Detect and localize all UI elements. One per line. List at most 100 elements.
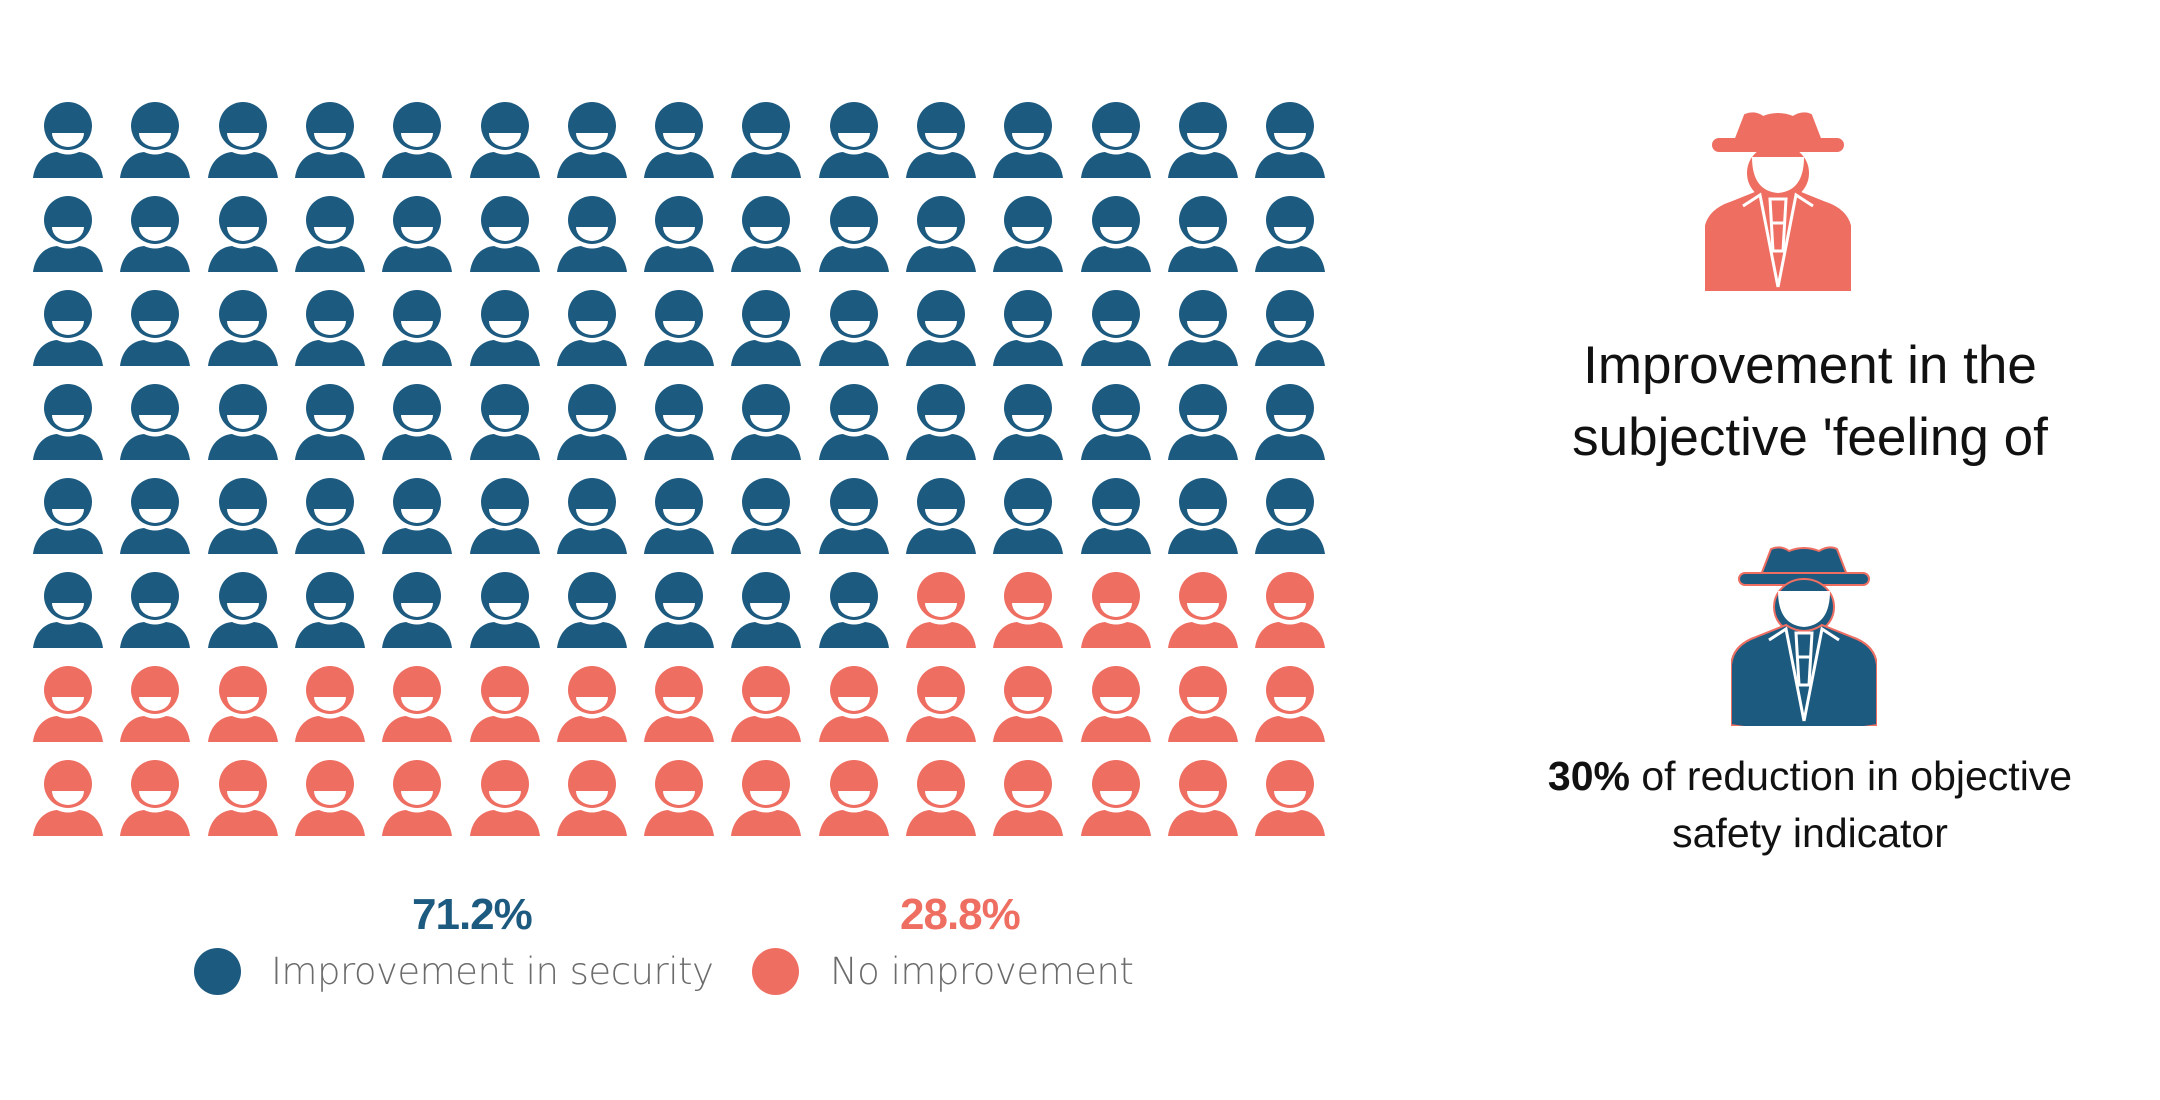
person-icon-improvement <box>1167 290 1238 366</box>
person-icon-no-improvement <box>906 760 976 836</box>
person-icon-improvement <box>731 572 802 648</box>
person-icon-no-improvement <box>1080 760 1151 836</box>
person-icon-improvement <box>469 196 540 272</box>
person-icon-improvement <box>469 102 540 178</box>
person-icon-improvement <box>731 384 802 460</box>
person-icon-no-improvement <box>1080 572 1151 648</box>
person-icon-improvement <box>382 384 453 460</box>
person-icon-improvement <box>207 384 278 460</box>
person-icon-no-improvement <box>382 760 453 836</box>
person-icon-improvement <box>1255 478 1326 554</box>
person-icon-improvement <box>294 196 365 272</box>
person-icon-improvement <box>1255 102 1326 178</box>
person-icon-no-improvement <box>1255 572 1326 648</box>
person-icon-improvement <box>644 102 715 178</box>
person-icon-no-improvement <box>644 760 715 836</box>
caption-text: of reduction in objective <box>1629 753 2073 799</box>
person-icon-improvement <box>294 290 365 366</box>
objective-safety-caption: 30% of reduction in objective safety ind… <box>1480 748 2140 862</box>
legend-dot-improvement <box>194 948 241 995</box>
person-icon-improvement <box>993 384 1064 460</box>
person-icon-improvement <box>120 290 191 366</box>
person-icon-improvement <box>1080 290 1151 366</box>
person-icon-no-improvement <box>1167 760 1238 836</box>
no-improvement-percent: 28.8% <box>900 890 1021 939</box>
person-icon-improvement <box>294 102 365 178</box>
person-icon-improvement <box>1255 290 1326 366</box>
person-icon-improvement <box>731 102 802 178</box>
person-icon-improvement <box>993 102 1064 178</box>
person-icon-improvement <box>906 196 976 272</box>
person-icon-no-improvement <box>469 760 540 836</box>
person-icon-improvement <box>33 572 103 648</box>
person-icon-no-improvement <box>1167 666 1238 742</box>
person-icon-no-improvement <box>731 666 802 742</box>
title-line-2: subjective 'feeling of <box>1572 408 2048 467</box>
person-icon-no-improvement <box>120 760 191 836</box>
person-icon-improvement <box>1080 196 1151 272</box>
person-icon-improvement <box>1080 102 1151 178</box>
person-icon-improvement <box>1167 384 1238 460</box>
person-icon-improvement <box>33 478 103 554</box>
person-icon-improvement <box>1167 196 1238 272</box>
person-icon-improvement <box>207 478 278 554</box>
person-icon-improvement <box>382 196 453 272</box>
person-icon-no-improvement <box>906 666 976 742</box>
caption-bold-value: 30% <box>1547 753 1630 799</box>
person-icon-improvement <box>120 196 191 272</box>
person-icon-no-improvement <box>469 666 540 742</box>
person-icon-improvement <box>644 290 715 366</box>
person-icon-improvement <box>818 102 889 178</box>
person-icon-improvement <box>469 478 540 554</box>
person-icon-improvement <box>818 290 889 366</box>
person-icon-improvement <box>1255 384 1326 460</box>
person-icon-improvement <box>33 102 103 178</box>
person-icon-no-improvement <box>1255 760 1326 836</box>
person-icon-improvement <box>731 290 802 366</box>
person-icon-improvement <box>33 384 103 460</box>
person-icon-improvement <box>1167 102 1238 178</box>
person-icon-improvement <box>556 196 627 272</box>
person-icon-improvement <box>382 572 453 648</box>
person-icon-improvement <box>207 572 278 648</box>
legend-label-improvement: Improvement in security <box>271 950 714 993</box>
person-icon-improvement <box>993 478 1064 554</box>
person-icon-improvement <box>731 478 802 554</box>
spy-icon <box>1731 546 1877 726</box>
person-icon-improvement <box>207 102 278 178</box>
person-icon-improvement <box>818 384 889 460</box>
person-icon-improvement <box>1255 196 1326 272</box>
person-icon-improvement <box>556 384 627 460</box>
person-icon-no-improvement <box>993 666 1064 742</box>
person-icon-improvement <box>1080 384 1151 460</box>
person-icon-improvement <box>993 196 1064 272</box>
person-icon-no-improvement <box>33 666 103 742</box>
person-icon-improvement <box>120 478 191 554</box>
person-icon-improvement <box>556 478 627 554</box>
title-line-1: Improvement in the <box>1583 336 2037 395</box>
person-icon-improvement <box>33 290 103 366</box>
person-icon-improvement <box>207 196 278 272</box>
person-icon-improvement <box>644 196 715 272</box>
person-icon-improvement <box>120 384 191 460</box>
person-icon-no-improvement <box>294 666 365 742</box>
person-icon-improvement <box>469 290 540 366</box>
legend-dot-no-improvement <box>752 948 799 995</box>
person-icon-improvement <box>993 290 1064 366</box>
person-icon-improvement <box>644 478 715 554</box>
person-icon-improvement <box>469 572 540 648</box>
person-icon-improvement <box>906 102 976 178</box>
person-icon-improvement <box>294 572 365 648</box>
person-icon-no-improvement <box>731 760 802 836</box>
person-icon-no-improvement <box>818 666 889 742</box>
person-icon-improvement <box>731 196 802 272</box>
person-icon-no-improvement <box>207 760 278 836</box>
person-icon-improvement <box>382 290 453 366</box>
person-icon-no-improvement <box>556 666 627 742</box>
person-icon-no-improvement <box>1255 666 1326 742</box>
person-icon-no-improvement <box>294 760 365 836</box>
person-icon-no-improvement <box>993 572 1064 648</box>
person-icon-improvement <box>1080 478 1151 554</box>
person-icon-improvement <box>906 290 976 366</box>
caption-line-2: safety indicator <box>1672 810 1948 856</box>
